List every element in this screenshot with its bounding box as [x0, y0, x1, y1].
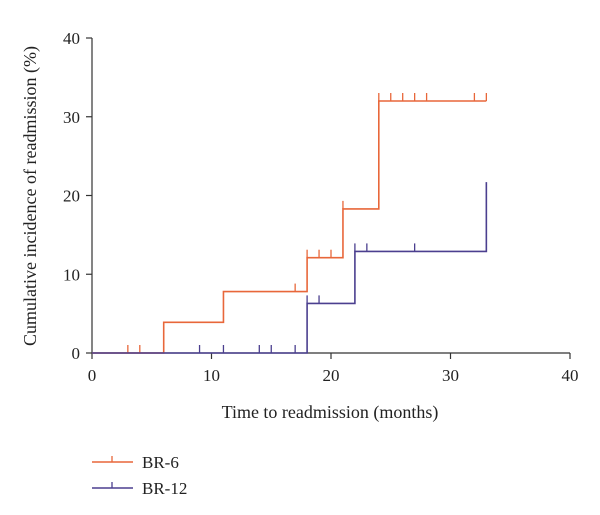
- y-tick-label: 40: [63, 29, 80, 48]
- legend-label: BR-12: [142, 479, 187, 498]
- series-line: [92, 182, 488, 354]
- series-line: [92, 100, 487, 354]
- x-tick-label: 40: [562, 366, 579, 385]
- series-br-6: [92, 93, 488, 354]
- x-tick-label: 30: [442, 366, 459, 385]
- y-tick-label: 10: [63, 265, 80, 284]
- y-tick-label: 20: [63, 187, 80, 206]
- legend: BR-6 BR-12: [92, 453, 187, 498]
- legend-label: BR-6: [142, 453, 179, 472]
- y-tick-label: 0: [72, 344, 81, 363]
- axes: 0 10 20 30 40 0 10 20 30 40: [63, 29, 579, 385]
- x-tick-label: 20: [323, 366, 340, 385]
- x-tick-label: 0: [88, 366, 97, 385]
- series-layer: [92, 93, 488, 354]
- legend-item-br-12: BR-12: [92, 479, 187, 498]
- x-axis-label: Time to readmission (months): [222, 402, 439, 423]
- y-tick-label: 30: [63, 108, 80, 127]
- y-axis-label: Cumulative incidence of readmission (%): [20, 46, 41, 346]
- x-tick-label: 10: [203, 366, 220, 385]
- legend-item-br-6: BR-6: [92, 453, 179, 472]
- series-br-12: [92, 182, 488, 354]
